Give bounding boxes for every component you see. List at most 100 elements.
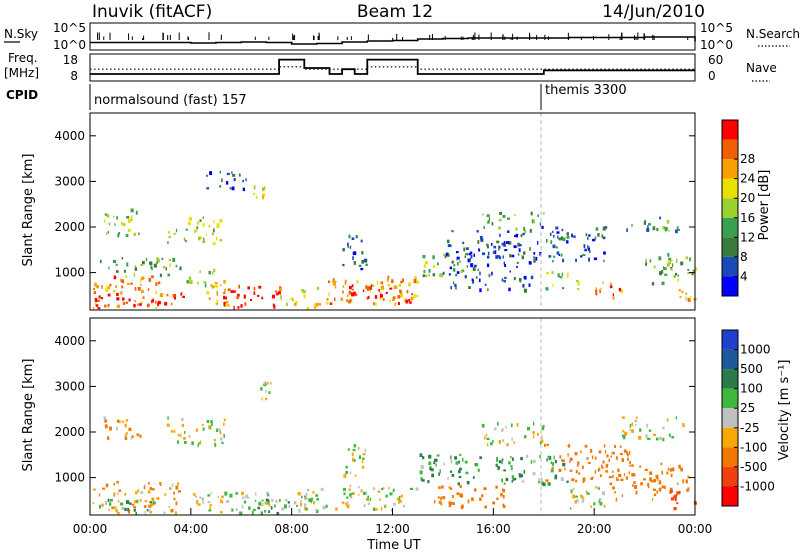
heatmap-cell bbox=[689, 259, 692, 262]
cpid-program-2: themis 3300 bbox=[545, 83, 627, 98]
heatmap-cell bbox=[231, 186, 235, 191]
heatmap-cell bbox=[572, 494, 575, 499]
heatmap-cell bbox=[588, 234, 591, 237]
heatmap-cell bbox=[439, 469, 441, 474]
heatmap-cell bbox=[223, 280, 226, 284]
heatmap-cell bbox=[314, 306, 317, 309]
heatmap-cell bbox=[517, 242, 520, 247]
heatmap-cell bbox=[264, 510, 267, 513]
heatmap-cell bbox=[223, 422, 225, 426]
heatmap-cell bbox=[116, 426, 118, 431]
heatmap-cell bbox=[141, 276, 144, 281]
heatmap-cell bbox=[659, 271, 662, 276]
heatmap-cell bbox=[546, 272, 550, 275]
heatmap-cell bbox=[598, 467, 601, 471]
heatmap-cell bbox=[313, 501, 316, 505]
heatmap-cell bbox=[156, 257, 159, 261]
heatmap-cell bbox=[101, 503, 104, 507]
heatmap-cell bbox=[530, 275, 534, 280]
heatmap-cell bbox=[538, 481, 540, 484]
heatmap-cell bbox=[570, 489, 572, 493]
heatmap-cell bbox=[587, 461, 591, 464]
heatmap-cell bbox=[447, 253, 450, 257]
heatmap-cell bbox=[449, 266, 453, 270]
heatmap-cell bbox=[653, 265, 656, 269]
heatmap-cell bbox=[464, 460, 468, 464]
heatmap-cell bbox=[334, 286, 337, 289]
heatmap-cell bbox=[618, 287, 622, 292]
heatmap-cell bbox=[675, 416, 678, 420]
heatmap-cell bbox=[151, 267, 153, 271]
heatmap-cell bbox=[421, 479, 425, 482]
heatmap-cell bbox=[674, 494, 677, 498]
heatmap-cell bbox=[116, 270, 119, 273]
heatmap-cell bbox=[223, 301, 227, 306]
heatmap-cell bbox=[113, 506, 117, 510]
heatmap-cell bbox=[557, 273, 560, 278]
heatmap-cell bbox=[243, 294, 246, 299]
heatmap-cell bbox=[468, 286, 471, 289]
heatmap-cell bbox=[171, 483, 174, 487]
heatmap-cell bbox=[261, 503, 264, 507]
heatmap-cell bbox=[216, 223, 220, 226]
heatmap-cell bbox=[523, 251, 526, 255]
heatmap-cell bbox=[139, 303, 142, 306]
heatmap-cell bbox=[503, 261, 505, 265]
power-y-axis-label: Slant Range [km] bbox=[21, 154, 36, 267]
heatmap-cell bbox=[595, 486, 598, 489]
heatmap-cell bbox=[587, 247, 590, 251]
heatmap-cell bbox=[214, 443, 217, 448]
heatmap-cell bbox=[367, 288, 370, 291]
velocity-colorbar-tick-label: -1000 bbox=[740, 479, 775, 493]
heatmap-cell bbox=[221, 441, 224, 444]
heatmap-cell bbox=[682, 479, 684, 482]
heatmap-cell bbox=[576, 499, 579, 503]
heatmap-cell bbox=[345, 465, 348, 469]
heatmap-cell bbox=[180, 434, 182, 438]
heatmap-cell bbox=[173, 232, 176, 235]
heatmap-cell bbox=[503, 280, 506, 283]
heatmap-cell bbox=[408, 298, 411, 302]
heatmap-cell bbox=[631, 422, 633, 425]
beam-title: Beam 12 bbox=[357, 2, 433, 22]
heatmap-cell bbox=[585, 233, 588, 237]
cpid-label: CPID bbox=[6, 88, 38, 102]
heatmap-cell bbox=[342, 290, 344, 294]
heatmap-cell bbox=[203, 237, 205, 242]
heatmap-cell bbox=[546, 443, 549, 446]
heatmap-cell bbox=[454, 283, 457, 287]
heatmap-cell bbox=[539, 454, 541, 459]
heatmap-cell bbox=[184, 441, 187, 444]
heatmap-cell bbox=[209, 504, 212, 507]
heatmap-cell bbox=[569, 507, 572, 510]
heatmap-cell bbox=[474, 463, 477, 467]
heatmap-cell bbox=[352, 256, 354, 261]
heatmap-cell bbox=[618, 473, 622, 478]
heatmap-cell bbox=[497, 467, 499, 471]
heatmap-cell bbox=[443, 271, 445, 275]
heatmap-cell bbox=[269, 382, 272, 385]
heatmap-cell bbox=[135, 511, 137, 515]
heatmap-cell bbox=[104, 304, 107, 308]
heatmap-cell bbox=[170, 430, 174, 433]
heatmap-cell bbox=[170, 302, 173, 306]
heatmap-cell bbox=[448, 501, 451, 504]
heatmap-cell bbox=[237, 306, 240, 309]
heatmap-cell bbox=[92, 306, 95, 310]
heatmap-cell bbox=[213, 268, 216, 273]
heatmap-cell bbox=[532, 459, 536, 464]
heatmap-cell bbox=[140, 301, 143, 304]
heatmap-cell bbox=[152, 498, 155, 502]
heatmap-cell bbox=[175, 485, 179, 490]
nsky-label: N.Sky bbox=[4, 27, 38, 41]
heatmap-cell bbox=[198, 236, 201, 241]
heatmap-cell bbox=[351, 452, 354, 457]
heatmap-cell bbox=[542, 424, 545, 428]
heatmap-cell bbox=[129, 218, 133, 221]
heatmap-cell bbox=[571, 233, 573, 238]
heatmap-cell bbox=[151, 275, 154, 279]
heatmap-cell bbox=[550, 240, 553, 244]
heatmap-cell bbox=[121, 285, 124, 289]
velocity-colorbar-tick-label: -500 bbox=[740, 460, 767, 474]
heatmap-cell bbox=[680, 467, 683, 472]
